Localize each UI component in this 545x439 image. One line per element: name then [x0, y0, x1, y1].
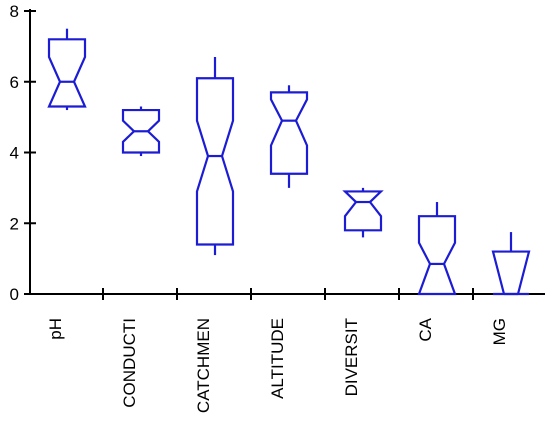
x-category-label: CATCHMEN — [194, 318, 213, 413]
y-tick-label: 8 — [10, 2, 19, 21]
y-tick-label: 6 — [10, 73, 19, 92]
y-tick-label: 4 — [10, 144, 19, 163]
box-ph — [47, 28, 87, 111]
x-category-label: ALTITUDE — [268, 318, 287, 399]
box-mg — [491, 232, 531, 296]
y-tick-label: 0 — [10, 285, 19, 304]
boxes-group — [47, 28, 531, 296]
notched-box — [121, 108, 161, 154]
x-category-label: CA — [416, 317, 435, 341]
x-category-label: pH — [46, 318, 65, 340]
box-conducti — [121, 106, 161, 157]
notched-box — [417, 215, 457, 296]
notched-box — [491, 250, 531, 296]
x-axis: pH CONDUCTI CATCHMEN ALTITUDE DIVERSIT CA MG — [30, 288, 545, 413]
box-diversit — [342, 187, 384, 238]
notched-box — [269, 91, 309, 175]
x-category-label: DIVERSIT — [342, 318, 361, 396]
notched-box — [47, 38, 87, 108]
notched-box — [342, 190, 384, 232]
box-catchmen — [195, 56, 235, 256]
box-ca — [417, 202, 457, 296]
y-tick-label: 2 — [10, 214, 19, 233]
y-axis: 0 2 4 6 8 — [10, 2, 36, 304]
x-category-label: CONDUCTI — [120, 318, 139, 408]
x-category-label: MG — [490, 318, 509, 345]
box-altitude — [269, 85, 309, 188]
notched-box — [195, 77, 235, 246]
